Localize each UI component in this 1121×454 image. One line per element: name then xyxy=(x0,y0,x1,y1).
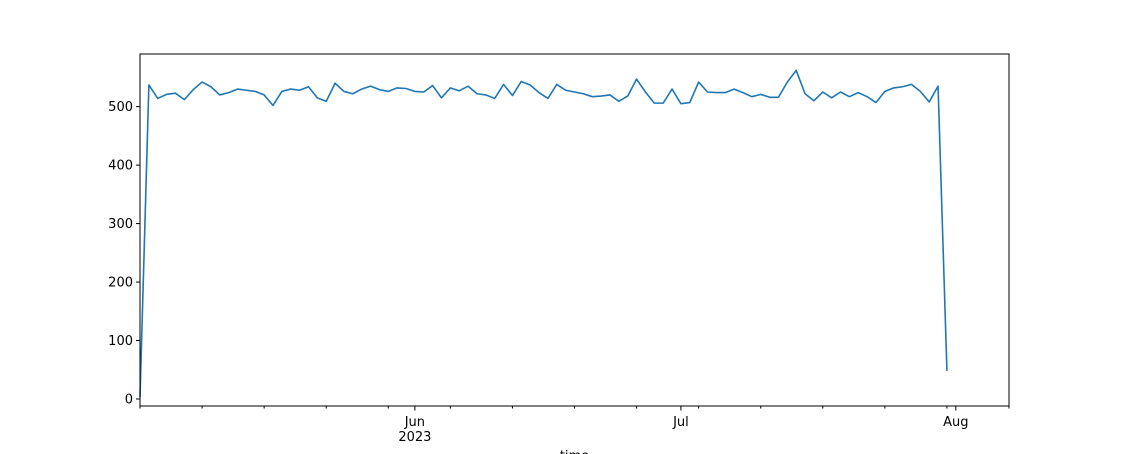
y-tick-label: 500 xyxy=(108,100,133,115)
x-tick-sublabel: 2023 xyxy=(398,430,431,445)
x-axis-label: time xyxy=(560,449,589,454)
y-tick-label: 400 xyxy=(108,159,133,174)
x-tick-label: Jun xyxy=(404,415,425,430)
series-layer xyxy=(139,69,948,398)
y-axis: 0 100 200 300 400 500 xyxy=(108,100,140,407)
plot-frame xyxy=(139,53,1010,407)
plot-background xyxy=(140,54,1009,406)
y-tick-label: 200 xyxy=(108,276,133,291)
series-line-0 xyxy=(139,69,948,398)
y-tick-label: 100 xyxy=(108,334,133,349)
y-tick-label: 300 xyxy=(108,217,133,232)
y-tick-label: 0 xyxy=(125,392,133,407)
x-tick-label: Jul xyxy=(672,415,689,430)
x-tick-label: Aug xyxy=(943,415,968,430)
